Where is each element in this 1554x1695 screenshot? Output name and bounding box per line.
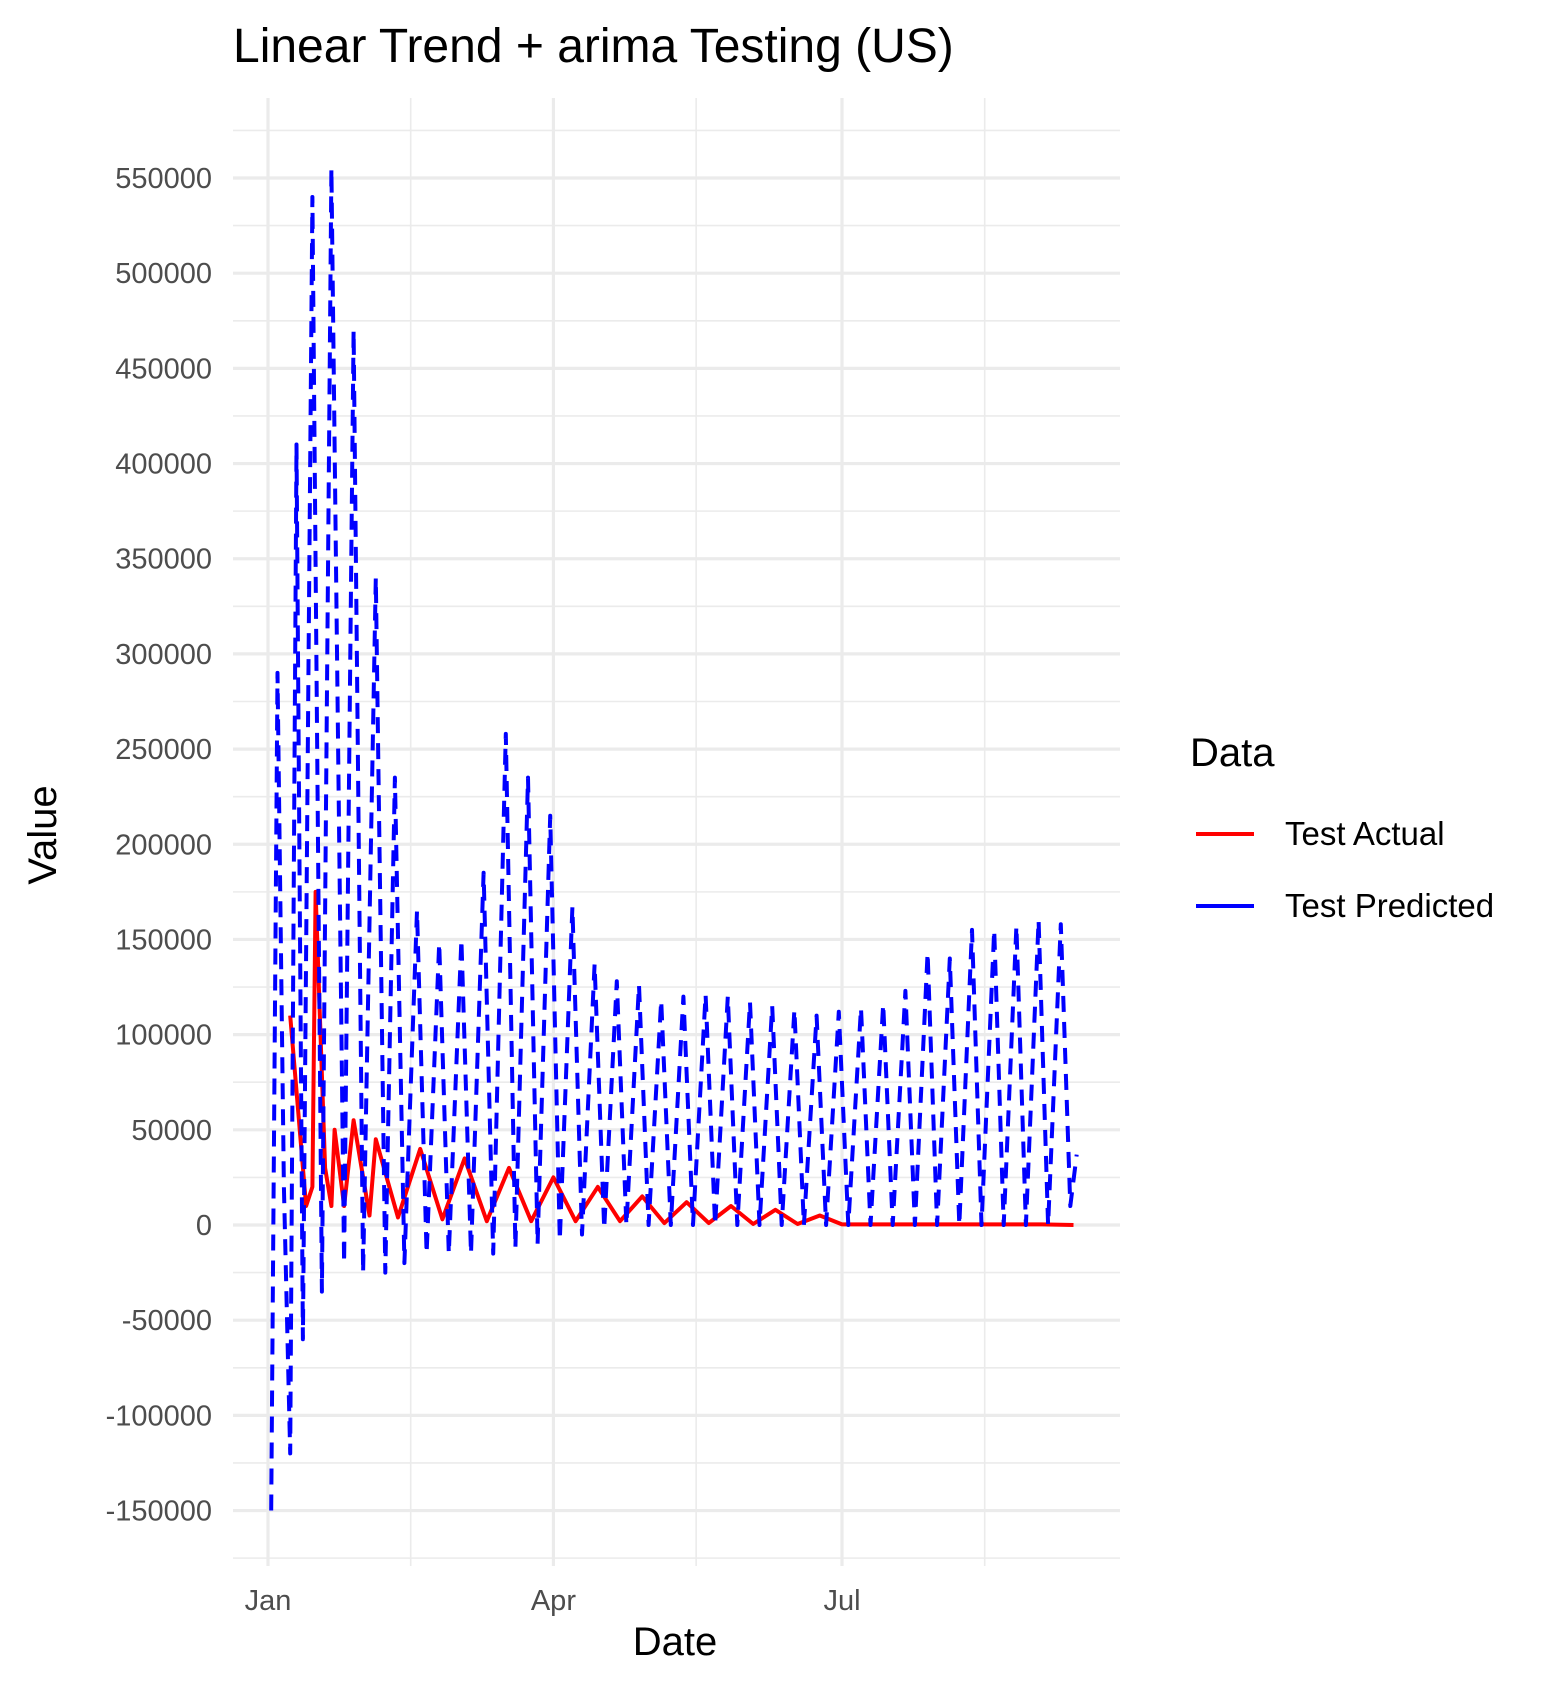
y-tick-label: 350000: [115, 544, 212, 576]
y-tick-label: -150000: [106, 1496, 212, 1528]
y-tick-label: 450000: [115, 353, 212, 385]
legend: Data Test Actual Test Predicted: [1190, 731, 1494, 924]
y-tick-label: 550000: [115, 163, 212, 195]
x-axis-title: Date: [633, 1620, 718, 1664]
series-line-test-predicted: [269, 166, 1079, 1511]
series-line-test-actual: [288, 889, 1074, 1227]
y-tick-label: 500000: [115, 258, 212, 290]
y-tick-label: 150000: [115, 924, 212, 956]
y-tick-label: 100000: [115, 1020, 212, 1052]
grid-minor: [233, 98, 1120, 1566]
y-tick-label: 200000: [115, 829, 212, 861]
y-tick-label: 300000: [115, 639, 212, 671]
x-tick-label: Jan: [245, 1585, 292, 1617]
y-tick-label: 0: [196, 1210, 212, 1242]
y-axis-tick-labels: -150000 -100000 -50000 0 50000 100000 150000 20…: [106, 163, 212, 1528]
y-axis-title: Value: [21, 785, 65, 884]
y-tick-label: 250000: [115, 734, 212, 766]
y-tick-label: 400000: [115, 449, 212, 481]
x-axis-tick-labels: Jan Apr Jul: [245, 1585, 861, 1617]
x-tick-label: Jul: [823, 1585, 860, 1617]
x-tick-label: Apr: [531, 1585, 576, 1617]
grid-major: [233, 98, 1120, 1566]
chart-title: Linear Trend + arima Testing (US): [233, 20, 954, 73]
series-layer: [269, 166, 1079, 1511]
legend-title: Data: [1190, 731, 1275, 775]
legend-label-test-actual: Test Actual: [1285, 815, 1445, 852]
y-tick-label: -100000: [106, 1400, 212, 1432]
y-tick-label: 50000: [131, 1115, 212, 1147]
y-tick-label: -50000: [122, 1305, 212, 1337]
legend-label-test-predicted: Test Predicted: [1285, 887, 1494, 924]
